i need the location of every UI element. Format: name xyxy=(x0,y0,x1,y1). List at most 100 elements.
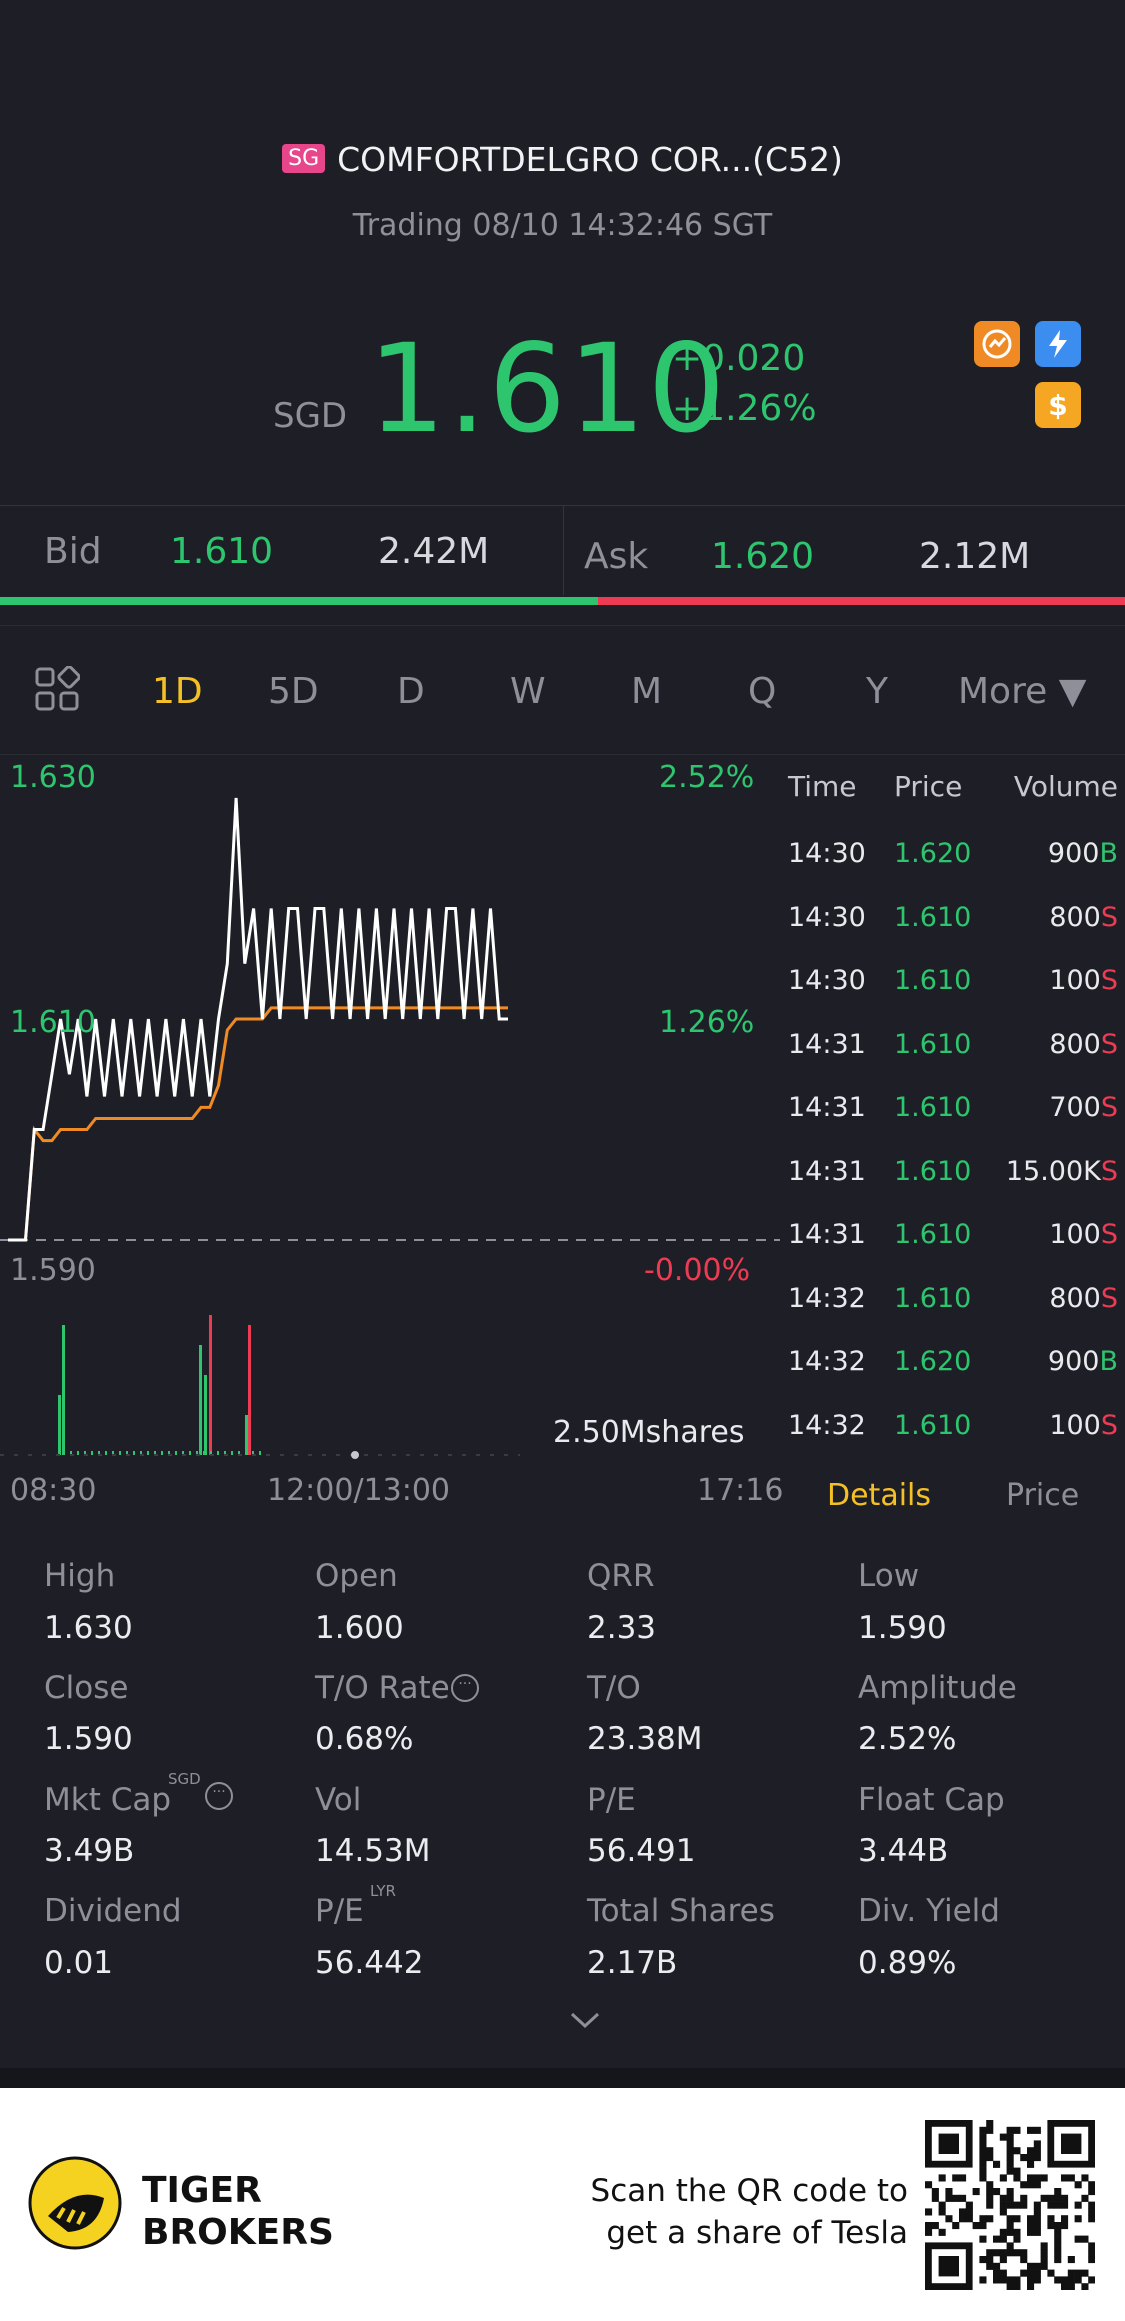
volume-bar xyxy=(252,1451,254,1455)
stat-superscript: SGD xyxy=(168,1770,201,1788)
trade-time: 14:30 xyxy=(788,965,866,996)
volume-bar xyxy=(133,1451,135,1455)
chevron-down-icon[interactable] xyxy=(568,2010,602,2034)
volume-bar xyxy=(175,1451,177,1455)
intraday-chart[interactable] xyxy=(0,755,785,1515)
stat-label: Div. Yield xyxy=(858,1893,1000,1929)
trade-price: 1.610 xyxy=(894,1028,972,1060)
volume-bar xyxy=(62,1325,65,1455)
volume-bar xyxy=(231,1451,233,1455)
volume-bar xyxy=(112,1451,114,1455)
trading-status: Trading 08/10 14:32:46 SGT xyxy=(352,208,773,243)
promo-line-1: Scan the QR code to xyxy=(590,2173,908,2209)
pct-label-bottom: -0.00% xyxy=(644,1253,751,1288)
last-price: 1.610 xyxy=(368,318,728,460)
stat-label: P/E xyxy=(587,1782,636,1818)
currency-label: SGD xyxy=(273,396,348,436)
trade-side: S xyxy=(1100,901,1118,933)
trade-price: 1.610 xyxy=(894,1092,972,1123)
stat-value: 2.33 xyxy=(587,1610,657,1646)
stat-value: 0.01 xyxy=(44,1945,114,1981)
stat-label: T/O Rate xyxy=(315,1670,450,1706)
trade-time: 14:31 xyxy=(788,1155,866,1187)
ts-header-time: Time xyxy=(788,770,857,803)
tab-more[interactable]: More ▼ xyxy=(958,671,1087,712)
brand-name: TIGER BROKERS xyxy=(142,2170,334,2254)
volume-bar xyxy=(189,1451,191,1455)
trade-side: S xyxy=(1100,1282,1118,1314)
tab-1d[interactable]: 1D xyxy=(152,671,203,712)
trade-side: S xyxy=(1100,1219,1118,1250)
volume-bar xyxy=(238,1451,240,1455)
volume-bar xyxy=(126,1451,128,1455)
volume-bar xyxy=(248,1325,251,1455)
trade-time: 14:32 xyxy=(788,1409,866,1441)
stat-label: P/E xyxy=(315,1893,364,1929)
qr-code[interactable] xyxy=(925,2120,1095,2290)
volume-bar xyxy=(245,1451,247,1455)
volume-bar xyxy=(140,1451,142,1455)
trade-time: 14:31 xyxy=(788,1028,866,1060)
trade-price: 1.620 xyxy=(894,838,972,869)
stat-value: 14.53M xyxy=(315,1833,431,1869)
trade-volume-value: 900 xyxy=(1047,1346,1100,1377)
avg-price-line xyxy=(8,1006,508,1242)
tab-y[interactable]: Y xyxy=(866,671,888,712)
trade-volume-value: 700 xyxy=(1049,1092,1101,1123)
tab-w[interactable]: W xyxy=(510,671,546,712)
stat-label: Close xyxy=(44,1670,129,1706)
volume-bar xyxy=(203,1451,205,1455)
cancel-order-icon[interactable] xyxy=(974,321,1020,367)
volume-bar xyxy=(147,1451,149,1455)
stock-name: COMFORTDELGRO COR...(C52) xyxy=(337,140,843,179)
trade-volume-value: 800 xyxy=(1049,1282,1101,1314)
tab-details[interactable]: Details xyxy=(827,1478,932,1513)
trade-time: 14:32 xyxy=(788,1282,866,1314)
stat-label: T/O xyxy=(587,1670,641,1706)
info-icon[interactable]: ··· xyxy=(205,1782,233,1810)
trade-volume: 800S xyxy=(1049,1029,1118,1060)
stat-superscript: LYR xyxy=(370,1882,396,1900)
volume-bar xyxy=(182,1451,184,1455)
volume-bar xyxy=(105,1451,107,1455)
trade-price: 1.610 xyxy=(894,901,972,933)
volume-bar xyxy=(224,1451,226,1455)
stat-value: 23.38M xyxy=(587,1721,703,1757)
ts-header-price: Price xyxy=(894,770,963,803)
tab-5d[interactable]: 5D xyxy=(268,671,319,712)
volume-bar xyxy=(199,1345,202,1455)
tab-d[interactable]: D xyxy=(397,671,425,712)
ask-ratio-bar xyxy=(598,597,1125,605)
grid-layout-icon[interactable] xyxy=(34,665,81,716)
info-icon[interactable]: ··· xyxy=(451,1674,479,1702)
trade-volume: 800S xyxy=(1049,902,1118,933)
stat-value: 3.44B xyxy=(858,1833,949,1869)
volume-bar xyxy=(84,1451,86,1455)
tab-m[interactable]: M xyxy=(631,671,663,712)
brand-line-1: TIGER xyxy=(142,2170,262,2211)
stat-label: High xyxy=(44,1558,116,1594)
stat-label: Amplitude xyxy=(858,1670,1017,1706)
trade-price: 1.610 xyxy=(894,1155,972,1187)
tab-price[interactable]: Price xyxy=(1006,1478,1080,1513)
stat-value: 3.49B xyxy=(44,1833,135,1869)
trade-volume-value: 100 xyxy=(1049,965,1101,996)
stock-title: SG COMFORTDELGRO COR...(C52) xyxy=(0,140,1125,179)
bid-ratio-bar xyxy=(0,597,598,605)
stat-value: 2.52% xyxy=(858,1721,957,1757)
y-label-bottom: 1.590 xyxy=(10,1253,96,1288)
stat-value: 56.491 xyxy=(587,1833,696,1869)
stat-label: Vol xyxy=(315,1782,362,1818)
x-label-end: 17:16 xyxy=(697,1473,784,1508)
volume-bars xyxy=(58,1315,261,1455)
dollar-icon[interactable]: $ xyxy=(1035,382,1081,428)
volume-bar xyxy=(210,1451,212,1455)
volume-bar xyxy=(161,1451,163,1455)
tab-q[interactable]: Q xyxy=(748,671,777,712)
lightning-icon[interactable] xyxy=(1035,321,1081,367)
trade-volume: 100S xyxy=(1049,1219,1118,1250)
volume-label: 2.50Mshares xyxy=(553,1415,745,1450)
stat-label: Open xyxy=(315,1558,398,1594)
trade-volume: 15.00KS xyxy=(1006,1156,1118,1187)
stat-label: Dividend xyxy=(44,1893,182,1929)
